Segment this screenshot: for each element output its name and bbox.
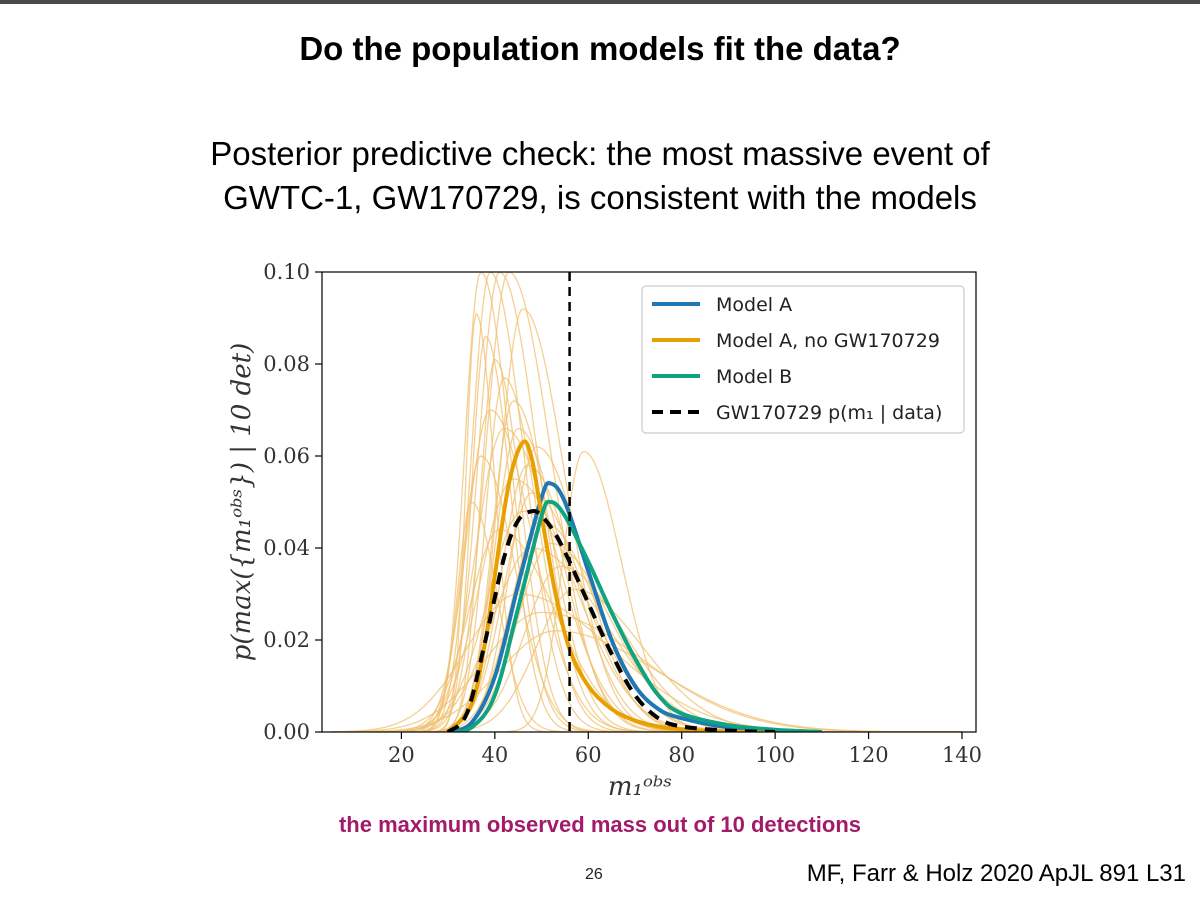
model-a-curve (447, 481, 822, 732)
legend-label-1: Model A, no GW170729 (716, 330, 940, 352)
x-axis-label: m₁ᵒᵇˢ (608, 772, 672, 802)
subtitle-line-1: Posterior predictive check: the most mas… (210, 135, 990, 172)
x-tick-label: 100 (755, 743, 795, 767)
draw-curve-16 (331, 565, 962, 732)
draw-curve-11 (331, 464, 962, 732)
draw-curve-23 (331, 409, 962, 732)
gw170729-posterior-curve (446, 509, 776, 732)
slide-title: Do the population models fit the data? (299, 30, 901, 67)
x-tick-label: 20 (388, 743, 415, 767)
draw-curve-13 (331, 446, 962, 732)
draw-curve-12 (331, 492, 962, 732)
draw-curve-7 (331, 272, 962, 732)
legend-label-0: Model A (716, 294, 792, 316)
draw-curve-20 (331, 478, 962, 732)
draw-curve-9 (331, 427, 962, 732)
caption: the maximum observed mass out of 10 dete… (338, 812, 862, 837)
citation: MF, Farr & Holz 2020 ApJL 891 L31 (806, 860, 1186, 887)
subtitle-line-2: GWTC-1, GW170729, is consistent with the… (223, 179, 977, 216)
legend: Model A Model A, no GW170729 Model B GW1707… (641, 285, 965, 434)
y-tick-label: 0.02 (263, 628, 310, 652)
draw-curve-29 (331, 630, 962, 732)
draw-curve-19 (331, 427, 962, 732)
legend-label-3: GW170729 p(m₁ | data) (716, 402, 942, 424)
y-axis-label: p(max({m₁ᵒᵇˢ}) | 10 det) (227, 343, 257, 662)
y-tick-label: 0.08 (263, 352, 310, 376)
legend-box (641, 285, 965, 434)
y-tick-label: 0.10 (263, 260, 310, 284)
slide-subtitle: Posterior predictive check: the most mas… (0, 132, 1200, 220)
model-b-curve (447, 499, 822, 732)
x-tick-label: 140 (942, 743, 982, 767)
x-tick-label: 60 (575, 743, 602, 767)
x-tick-label: 40 (481, 743, 508, 767)
y-tick-label: 0.04 (263, 536, 310, 560)
axis-ticks: 20 40 60 80 100 120 140 0.00 0.02 0.04 0.06 0.08 0.1… (263, 260, 982, 767)
y-tick-label: 0.00 (263, 720, 310, 744)
draw-curve-18 (331, 450, 962, 732)
page-number: 26 (585, 866, 603, 883)
y-tick-label: 0.06 (263, 444, 310, 468)
plot-frame (321, 271, 977, 733)
top-border (0, 0, 1200, 4)
x-tick-label: 120 (849, 743, 889, 767)
draw-curve-24 (331, 455, 962, 732)
x-tick-label: 80 (668, 743, 695, 767)
model-a-no-gw-curve (446, 439, 776, 732)
draw-curve-3 (331, 272, 962, 732)
model-curves (446, 439, 822, 732)
draw-curve-28 (331, 528, 962, 732)
legend-label-2: Model B (716, 366, 792, 388)
